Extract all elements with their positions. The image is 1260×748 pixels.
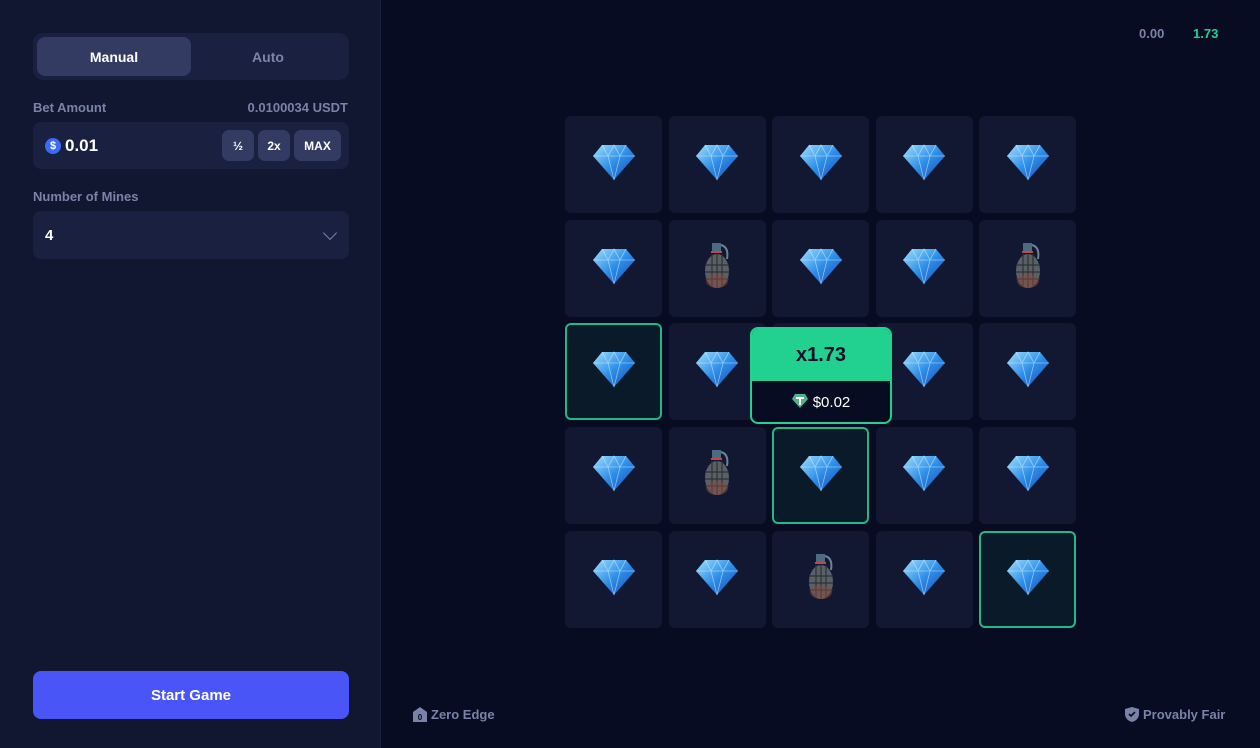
tile[interactable] <box>875 116 973 213</box>
gem-icon <box>1006 350 1050 393</box>
tile[interactable] <box>565 219 662 317</box>
double-button[interactable]: 2x <box>258 130 290 161</box>
shield-check-icon <box>1125 707 1139 722</box>
tile[interactable] <box>979 323 1076 421</box>
gem-icon <box>695 558 739 601</box>
tile[interactable] <box>668 427 766 525</box>
chevron-down-icon <box>322 225 338 241</box>
provably-fair-label: Provably Fair <box>1143 707 1226 722</box>
tile[interactable] <box>565 427 662 525</box>
mines-value: 4 <box>45 227 54 244</box>
tile[interactable] <box>979 427 1076 525</box>
gem-icon <box>1006 454 1050 497</box>
tile[interactable] <box>668 219 766 317</box>
gem-icon <box>902 350 946 393</box>
gem-icon <box>1006 143 1050 186</box>
tile[interactable] <box>772 530 869 628</box>
tile[interactable] <box>565 530 662 628</box>
tile[interactable] <box>772 427 869 525</box>
zero-edge-link[interactable]: 0 Zero Edge <box>413 707 495 722</box>
gem-icon <box>695 350 739 393</box>
zero-edge-label: Zero Edge <box>431 707 495 722</box>
tile[interactable] <box>772 116 869 213</box>
bet-amount-input[interactable]: $ 0.01 ½ 2x MAX <box>33 122 349 169</box>
tile[interactable] <box>875 427 973 525</box>
gem-icon <box>902 558 946 601</box>
gem-icon <box>592 454 636 497</box>
tile[interactable] <box>668 116 766 213</box>
tile[interactable] <box>979 116 1076 213</box>
svg-text:0: 0 <box>418 713 423 722</box>
gem-icon <box>902 143 946 186</box>
tile[interactable] <box>565 323 662 421</box>
gem-icon <box>799 454 843 497</box>
payout-popup: x1.73 $0.02 <box>750 327 892 424</box>
tab-manual[interactable]: Manual <box>37 37 191 76</box>
gem-icon <box>902 247 946 290</box>
max-button[interactable]: MAX <box>294 130 341 161</box>
bet-amount-label: Bet Amount <box>33 100 107 115</box>
zero-edge-icon: 0 <box>413 707 427 722</box>
mode-tabs: Manual Auto <box>33 33 349 80</box>
mine-icon <box>806 552 836 607</box>
gem-icon <box>592 558 636 601</box>
tile[interactable] <box>565 116 662 213</box>
tile[interactable] <box>979 219 1076 317</box>
payout-multiplier: x1.73 <box>752 329 890 381</box>
tile[interactable] <box>979 530 1076 628</box>
provably-fair-link[interactable]: Provably Fair <box>1125 707 1225 722</box>
gem-icon <box>695 143 739 186</box>
gem-icon <box>592 247 636 290</box>
mine-icon <box>702 448 732 503</box>
bet-value[interactable]: 0.01 <box>65 136 99 155</box>
bet-balance: 0.0100034 USDT <box>247 100 348 115</box>
multiplier-value: 1.73 <box>1193 26 1219 41</box>
gem-icon <box>799 143 843 186</box>
gem-icon <box>592 143 636 186</box>
half-button[interactable]: ½ <box>222 130 254 161</box>
start-game-button[interactable]: Start Game <box>33 671 349 719</box>
mine-icon <box>1013 241 1043 296</box>
gem-icon <box>592 350 636 393</box>
mines-select[interactable]: 4 <box>33 211 349 259</box>
tab-auto[interactable]: Auto <box>252 48 284 65</box>
tile[interactable] <box>875 219 973 317</box>
gem-icon <box>902 454 946 497</box>
tile[interactable] <box>772 219 869 317</box>
bet-panel: Manual Auto Bet Amount 0.0100034 USDT $ … <box>0 0 381 748</box>
tile[interactable] <box>668 323 766 421</box>
mine-icon <box>702 241 732 296</box>
dollar-coin-icon: $ <box>45 138 61 154</box>
payout-amount: $0.02 <box>812 394 851 411</box>
tile[interactable] <box>875 530 973 628</box>
tether-icon <box>791 393 808 412</box>
mines-label: Number of Mines <box>33 189 139 204</box>
gem-icon <box>799 247 843 290</box>
gem-icon <box>1006 558 1050 601</box>
profit-value: 0.00 <box>1139 26 1165 41</box>
tile[interactable] <box>668 530 766 628</box>
